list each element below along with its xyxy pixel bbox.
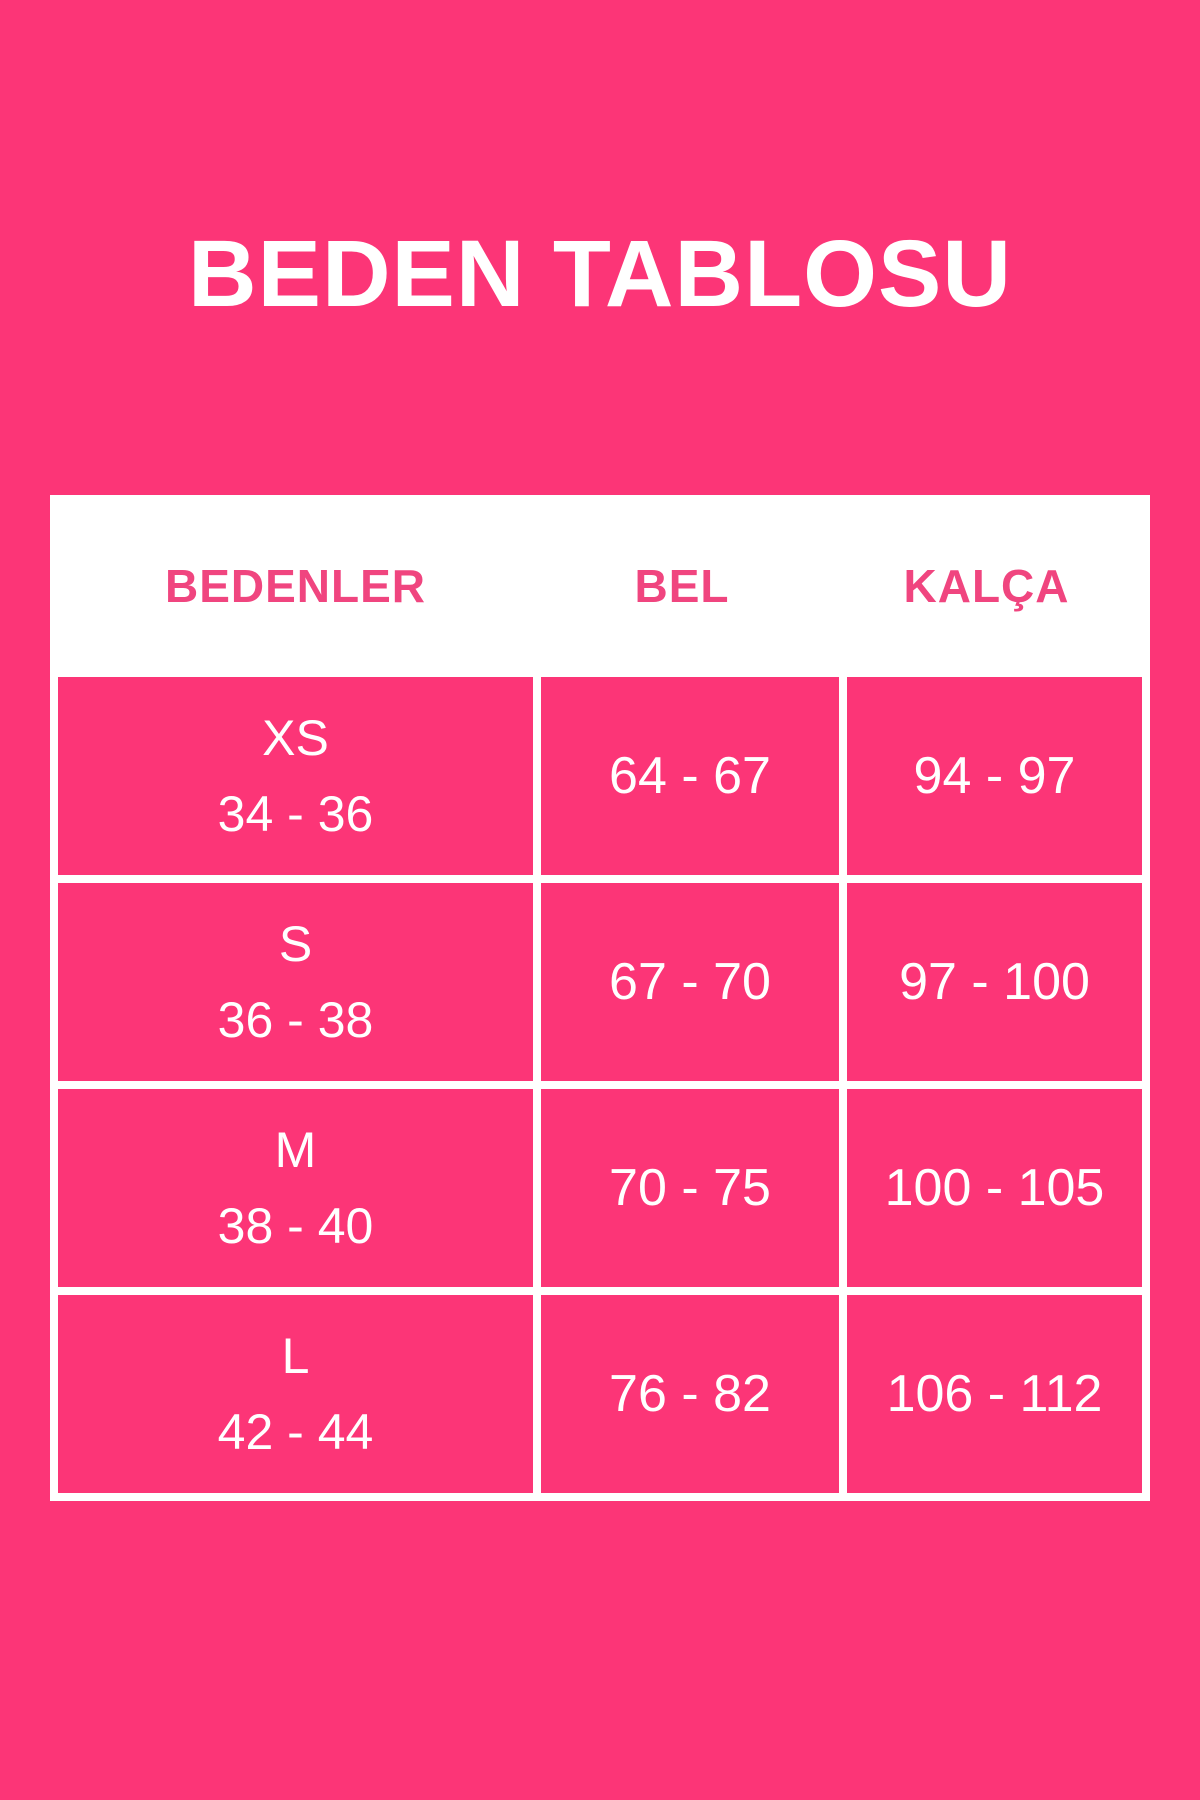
size-table-body: XS 34 - 36 64 - 67 94 - 97 S 36 - 38 67 … xyxy=(58,677,1142,1493)
cell-bel-l: 76 - 82 xyxy=(541,1295,839,1493)
size-range: 36 - 38 xyxy=(217,992,374,1048)
column-header-bel: BEL xyxy=(634,560,730,612)
cell-bel-m: 70 - 75 xyxy=(541,1089,839,1287)
size-table: BEDENLER BEL KALÇA XS 34 - 36 64 - 67 94… xyxy=(50,495,1150,1501)
cell-size-s: S 36 - 38 xyxy=(58,883,533,1081)
cell-kalca-s: 97 - 100 xyxy=(847,883,1142,1081)
size-table-header-row: BEDENLER BEL KALÇA xyxy=(58,495,1142,677)
cell-kalca-m: 100 - 105 xyxy=(847,1089,1142,1287)
size-range: 42 - 44 xyxy=(217,1404,374,1460)
cell-size-xs: XS 34 - 36 xyxy=(58,677,533,875)
column-header-kalca: KALÇA xyxy=(903,560,1070,612)
column-header-bedenler: BEDENLER xyxy=(164,560,427,612)
size-label: L xyxy=(281,1328,310,1384)
size-range: 38 - 40 xyxy=(217,1198,374,1254)
size-label: M xyxy=(274,1122,317,1178)
size-label: XS xyxy=(262,710,329,766)
cell-bel-s: 67 - 70 xyxy=(541,883,839,1081)
cell-bel-xs: 64 - 67 xyxy=(541,677,839,875)
cell-size-l: L 42 - 44 xyxy=(58,1295,533,1493)
page-title: BEDEN TABLOSU xyxy=(187,221,1013,327)
cell-size-m: M 38 - 40 xyxy=(58,1089,533,1287)
size-label: S xyxy=(278,916,313,972)
cell-kalca-l: 106 - 112 xyxy=(847,1295,1142,1493)
cell-kalca-xs: 94 - 97 xyxy=(847,677,1142,875)
size-range: 34 - 36 xyxy=(217,786,374,842)
